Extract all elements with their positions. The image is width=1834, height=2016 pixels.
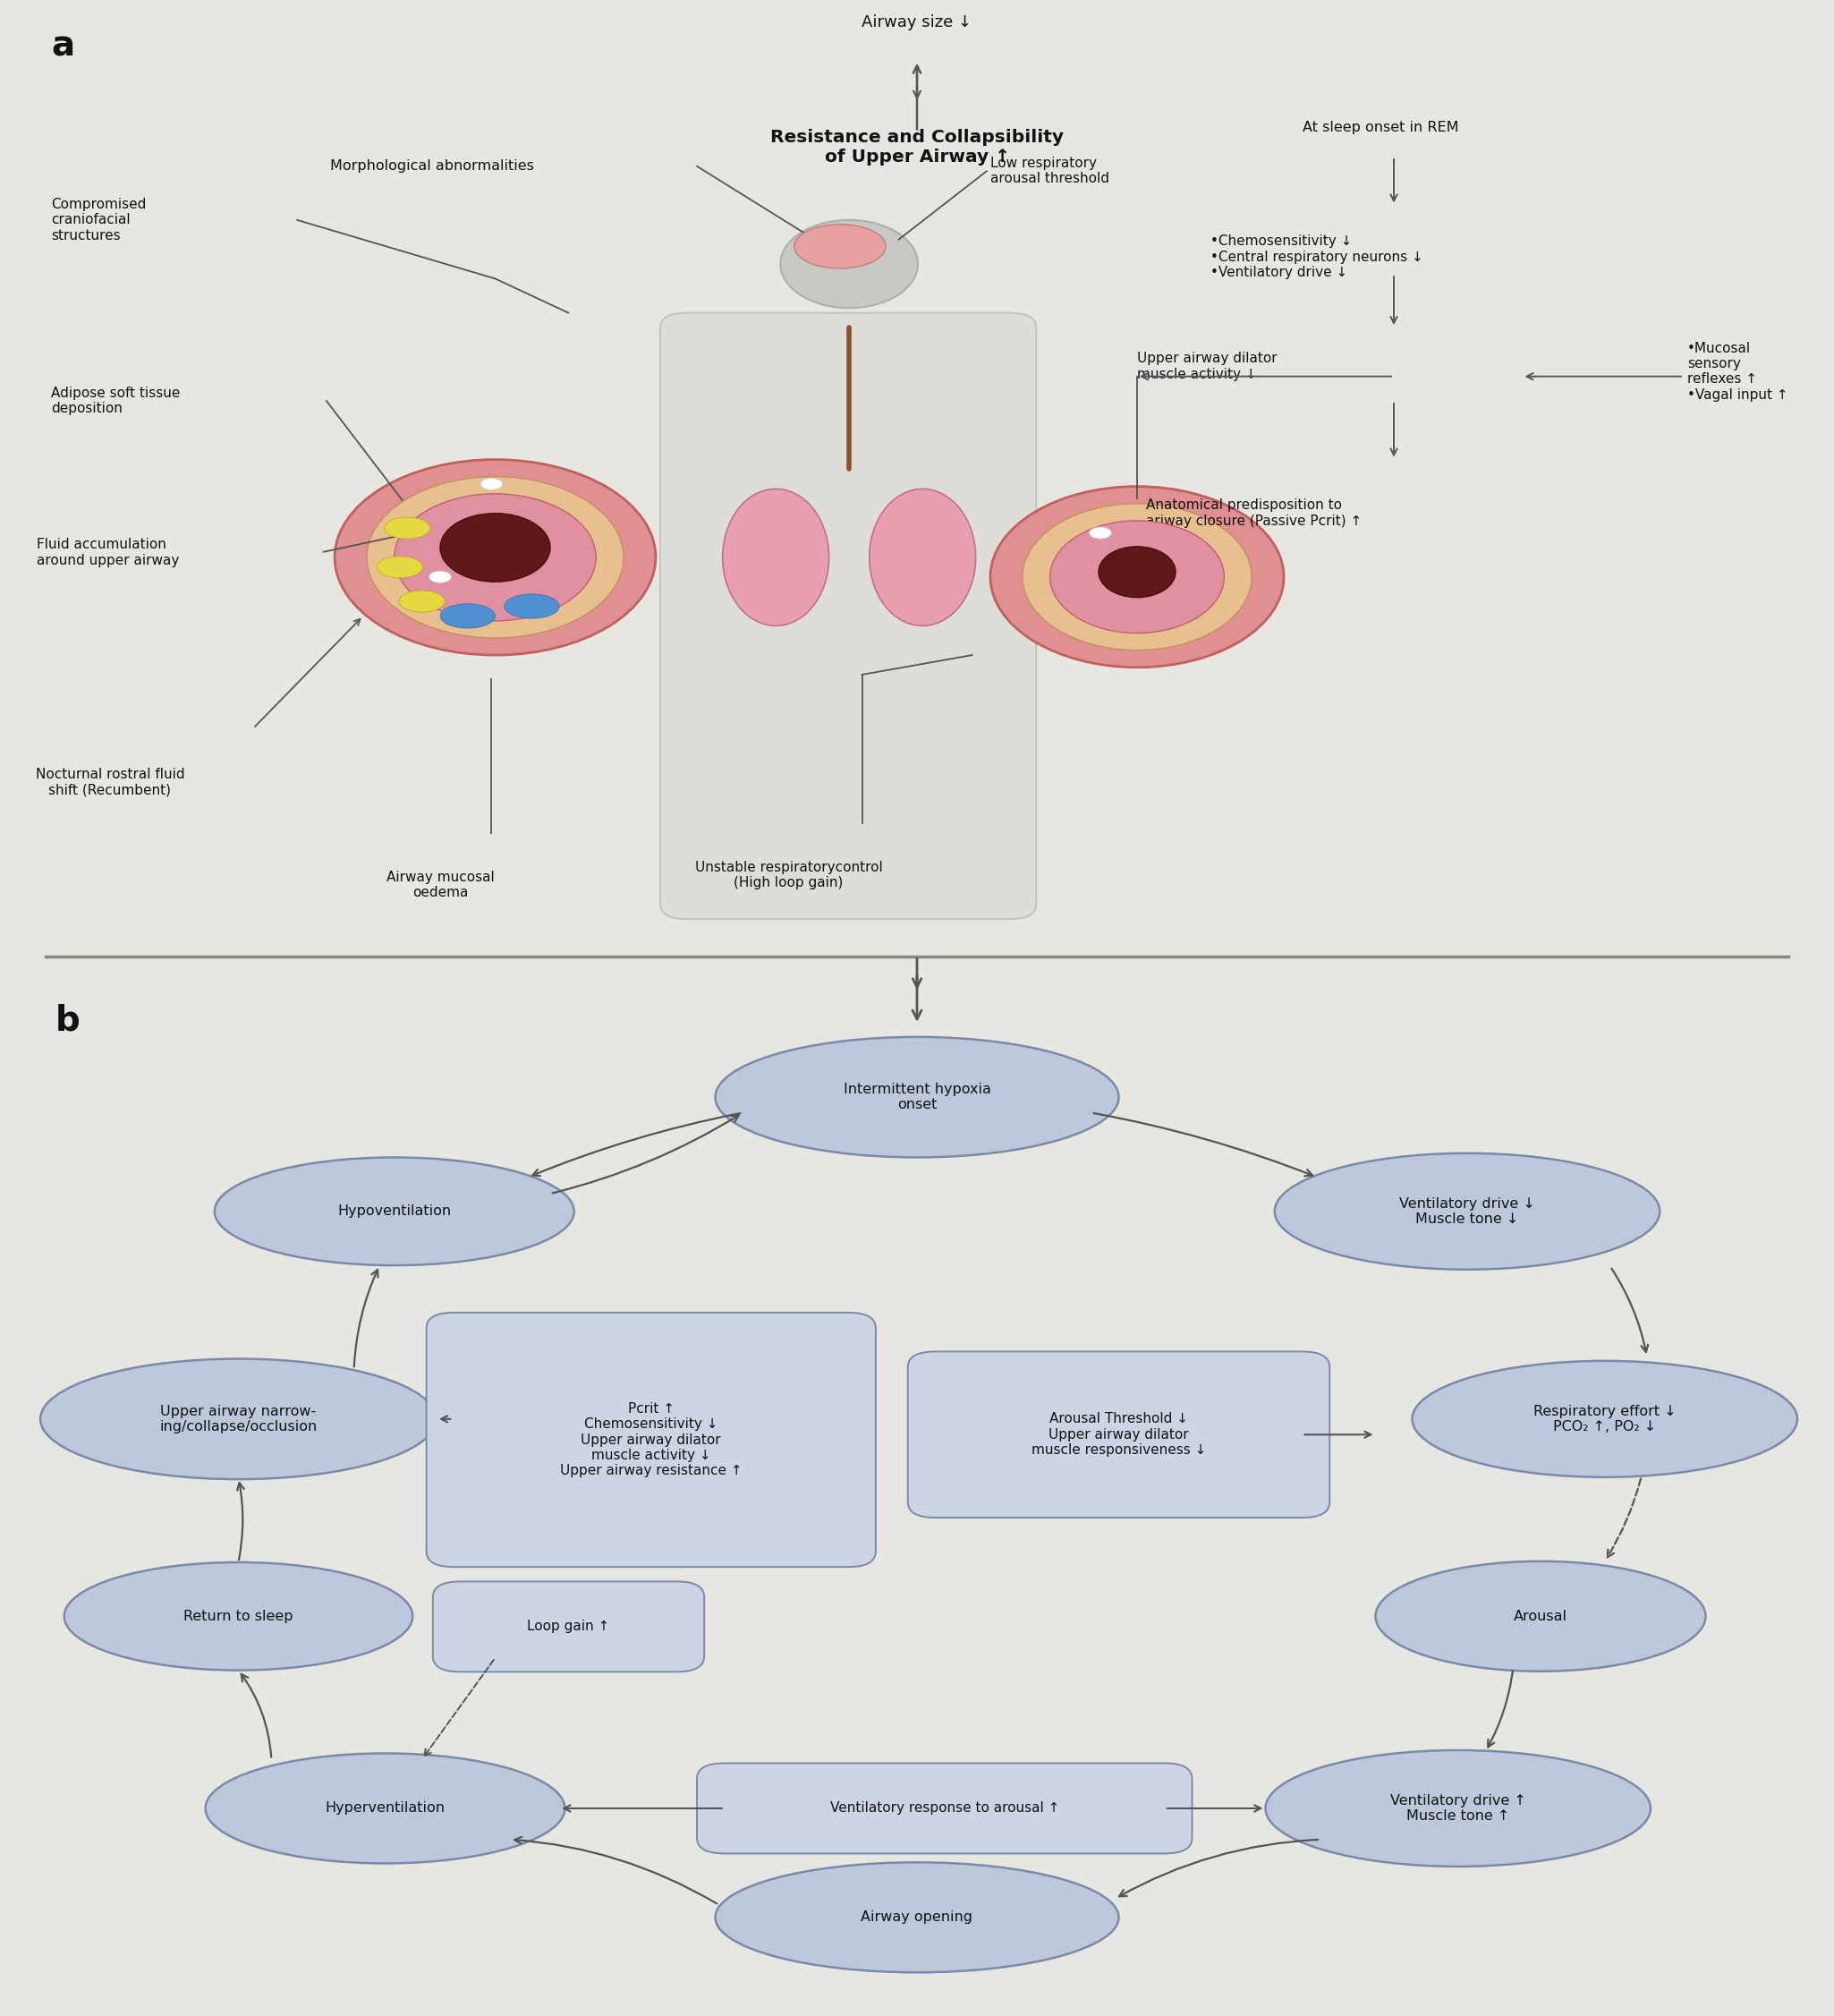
Text: Respiratory effort ↓
PCO₂ ↑, PO₂ ↓: Respiratory effort ↓ PCO₂ ↑, PO₂ ↓ (1533, 1405, 1676, 1433)
Text: Anatomical predisposition to
ariway closure (Passive Pcrit) ↑: Anatomical predisposition to ariway clos… (1146, 498, 1363, 528)
Text: a: a (51, 30, 75, 62)
Ellipse shape (1376, 1560, 1706, 1671)
Ellipse shape (715, 1863, 1119, 1972)
Text: Arousal Threshold ↓
Upper airway dilator
muscle responsiveness ↓: Arousal Threshold ↓ Upper airway dilator… (1031, 1413, 1207, 1458)
Text: Ventilatory drive ↓
Muscle tone ↓: Ventilatory drive ↓ Muscle tone ↓ (1399, 1198, 1535, 1226)
Ellipse shape (394, 494, 596, 621)
Text: At sleep onset in REM: At sleep onset in REM (1302, 121, 1458, 133)
FancyBboxPatch shape (697, 1764, 1192, 1853)
Text: Morphological abnormalities: Morphological abnormalities (330, 159, 534, 173)
Text: Intermittent hypoxia
onset: Intermittent hypoxia onset (844, 1083, 990, 1111)
Ellipse shape (1049, 520, 1225, 633)
Ellipse shape (334, 460, 657, 655)
FancyBboxPatch shape (660, 312, 1036, 919)
Ellipse shape (378, 556, 422, 579)
FancyBboxPatch shape (908, 1351, 1330, 1518)
Ellipse shape (504, 595, 559, 619)
Text: Upper airway narrow-
ing/collapse/occlusion: Upper airway narrow- ing/collapse/occlus… (160, 1405, 317, 1433)
Ellipse shape (64, 1562, 413, 1671)
Text: Ventilatory drive ↑
Muscle tone ↑: Ventilatory drive ↑ Muscle tone ↑ (1390, 1794, 1526, 1822)
Ellipse shape (40, 1359, 436, 1480)
Ellipse shape (715, 1036, 1119, 1157)
Ellipse shape (1275, 1153, 1660, 1270)
Ellipse shape (385, 518, 431, 538)
Text: •Chemosensitivity ↓
•Central respiratory neurons ↓
•Ventilatory drive ↓: •Chemosensitivity ↓ •Central respiratory… (1210, 234, 1423, 280)
Ellipse shape (1089, 526, 1111, 538)
Ellipse shape (440, 603, 495, 629)
Ellipse shape (481, 478, 503, 490)
Ellipse shape (440, 514, 550, 583)
Text: Airway opening: Airway opening (862, 1911, 972, 1923)
Text: Nocturnal rostral fluid
shift (Recumbent): Nocturnal rostral fluid shift (Recumbent… (35, 768, 185, 796)
Text: Ventilatory response to arousal ↑: Ventilatory response to arousal ↑ (829, 1802, 1060, 1814)
Text: Loop gain ↑: Loop gain ↑ (528, 1621, 609, 1633)
Text: b: b (55, 1004, 81, 1038)
FancyBboxPatch shape (425, 1312, 877, 1566)
Ellipse shape (400, 591, 444, 613)
FancyBboxPatch shape (433, 1581, 704, 1671)
Text: Hypoventilation: Hypoventilation (337, 1206, 451, 1218)
Ellipse shape (215, 1157, 574, 1266)
Ellipse shape (781, 220, 919, 308)
Text: Hyperventilation: Hyperventilation (325, 1802, 446, 1814)
Ellipse shape (1023, 504, 1251, 651)
Ellipse shape (205, 1754, 565, 1863)
Text: Fluid accumulation
around upper airway: Fluid accumulation around upper airway (37, 538, 180, 566)
Text: •Mucosal
sensory
reflexes ↑
•Vagal input ↑: •Mucosal sensory reflexes ↑ •Vagal input… (1687, 341, 1788, 401)
Text: Adipose soft tissue
deposition: Adipose soft tissue deposition (51, 387, 180, 415)
Ellipse shape (1099, 546, 1176, 597)
Ellipse shape (1265, 1750, 1651, 1867)
Text: Arousal: Arousal (1513, 1609, 1568, 1623)
Text: Airway size ↓: Airway size ↓ (862, 14, 972, 30)
Text: Resistance and Collapsibility
of Upper Airway ↑: Resistance and Collapsibility of Upper A… (770, 129, 1064, 165)
Text: Airway mucosal
oedema: Airway mucosal oedema (387, 871, 493, 899)
Ellipse shape (990, 486, 1284, 667)
Ellipse shape (723, 490, 829, 625)
Text: Unstable respiratorycontrol
(High loop gain): Unstable respiratorycontrol (High loop g… (695, 861, 882, 889)
Text: Return to sleep: Return to sleep (183, 1609, 293, 1623)
Ellipse shape (869, 490, 976, 625)
Text: Pcrit ↑
Chemosensitivity ↓
Upper airway dilator
muscle activity ↓
Upper airway r: Pcrit ↑ Chemosensitivity ↓ Upper airway … (559, 1401, 743, 1478)
Ellipse shape (367, 476, 624, 637)
Text: Low respiratory
arousal threshold: Low respiratory arousal threshold (990, 157, 1110, 185)
Ellipse shape (794, 224, 886, 268)
Text: Upper airway dilator
muscle activity ↓: Upper airway dilator muscle activity ↓ (1137, 353, 1276, 381)
Ellipse shape (429, 571, 451, 583)
Ellipse shape (1412, 1361, 1797, 1478)
Text: Compromised
craniofacial
structures: Compromised craniofacial structures (51, 198, 147, 242)
